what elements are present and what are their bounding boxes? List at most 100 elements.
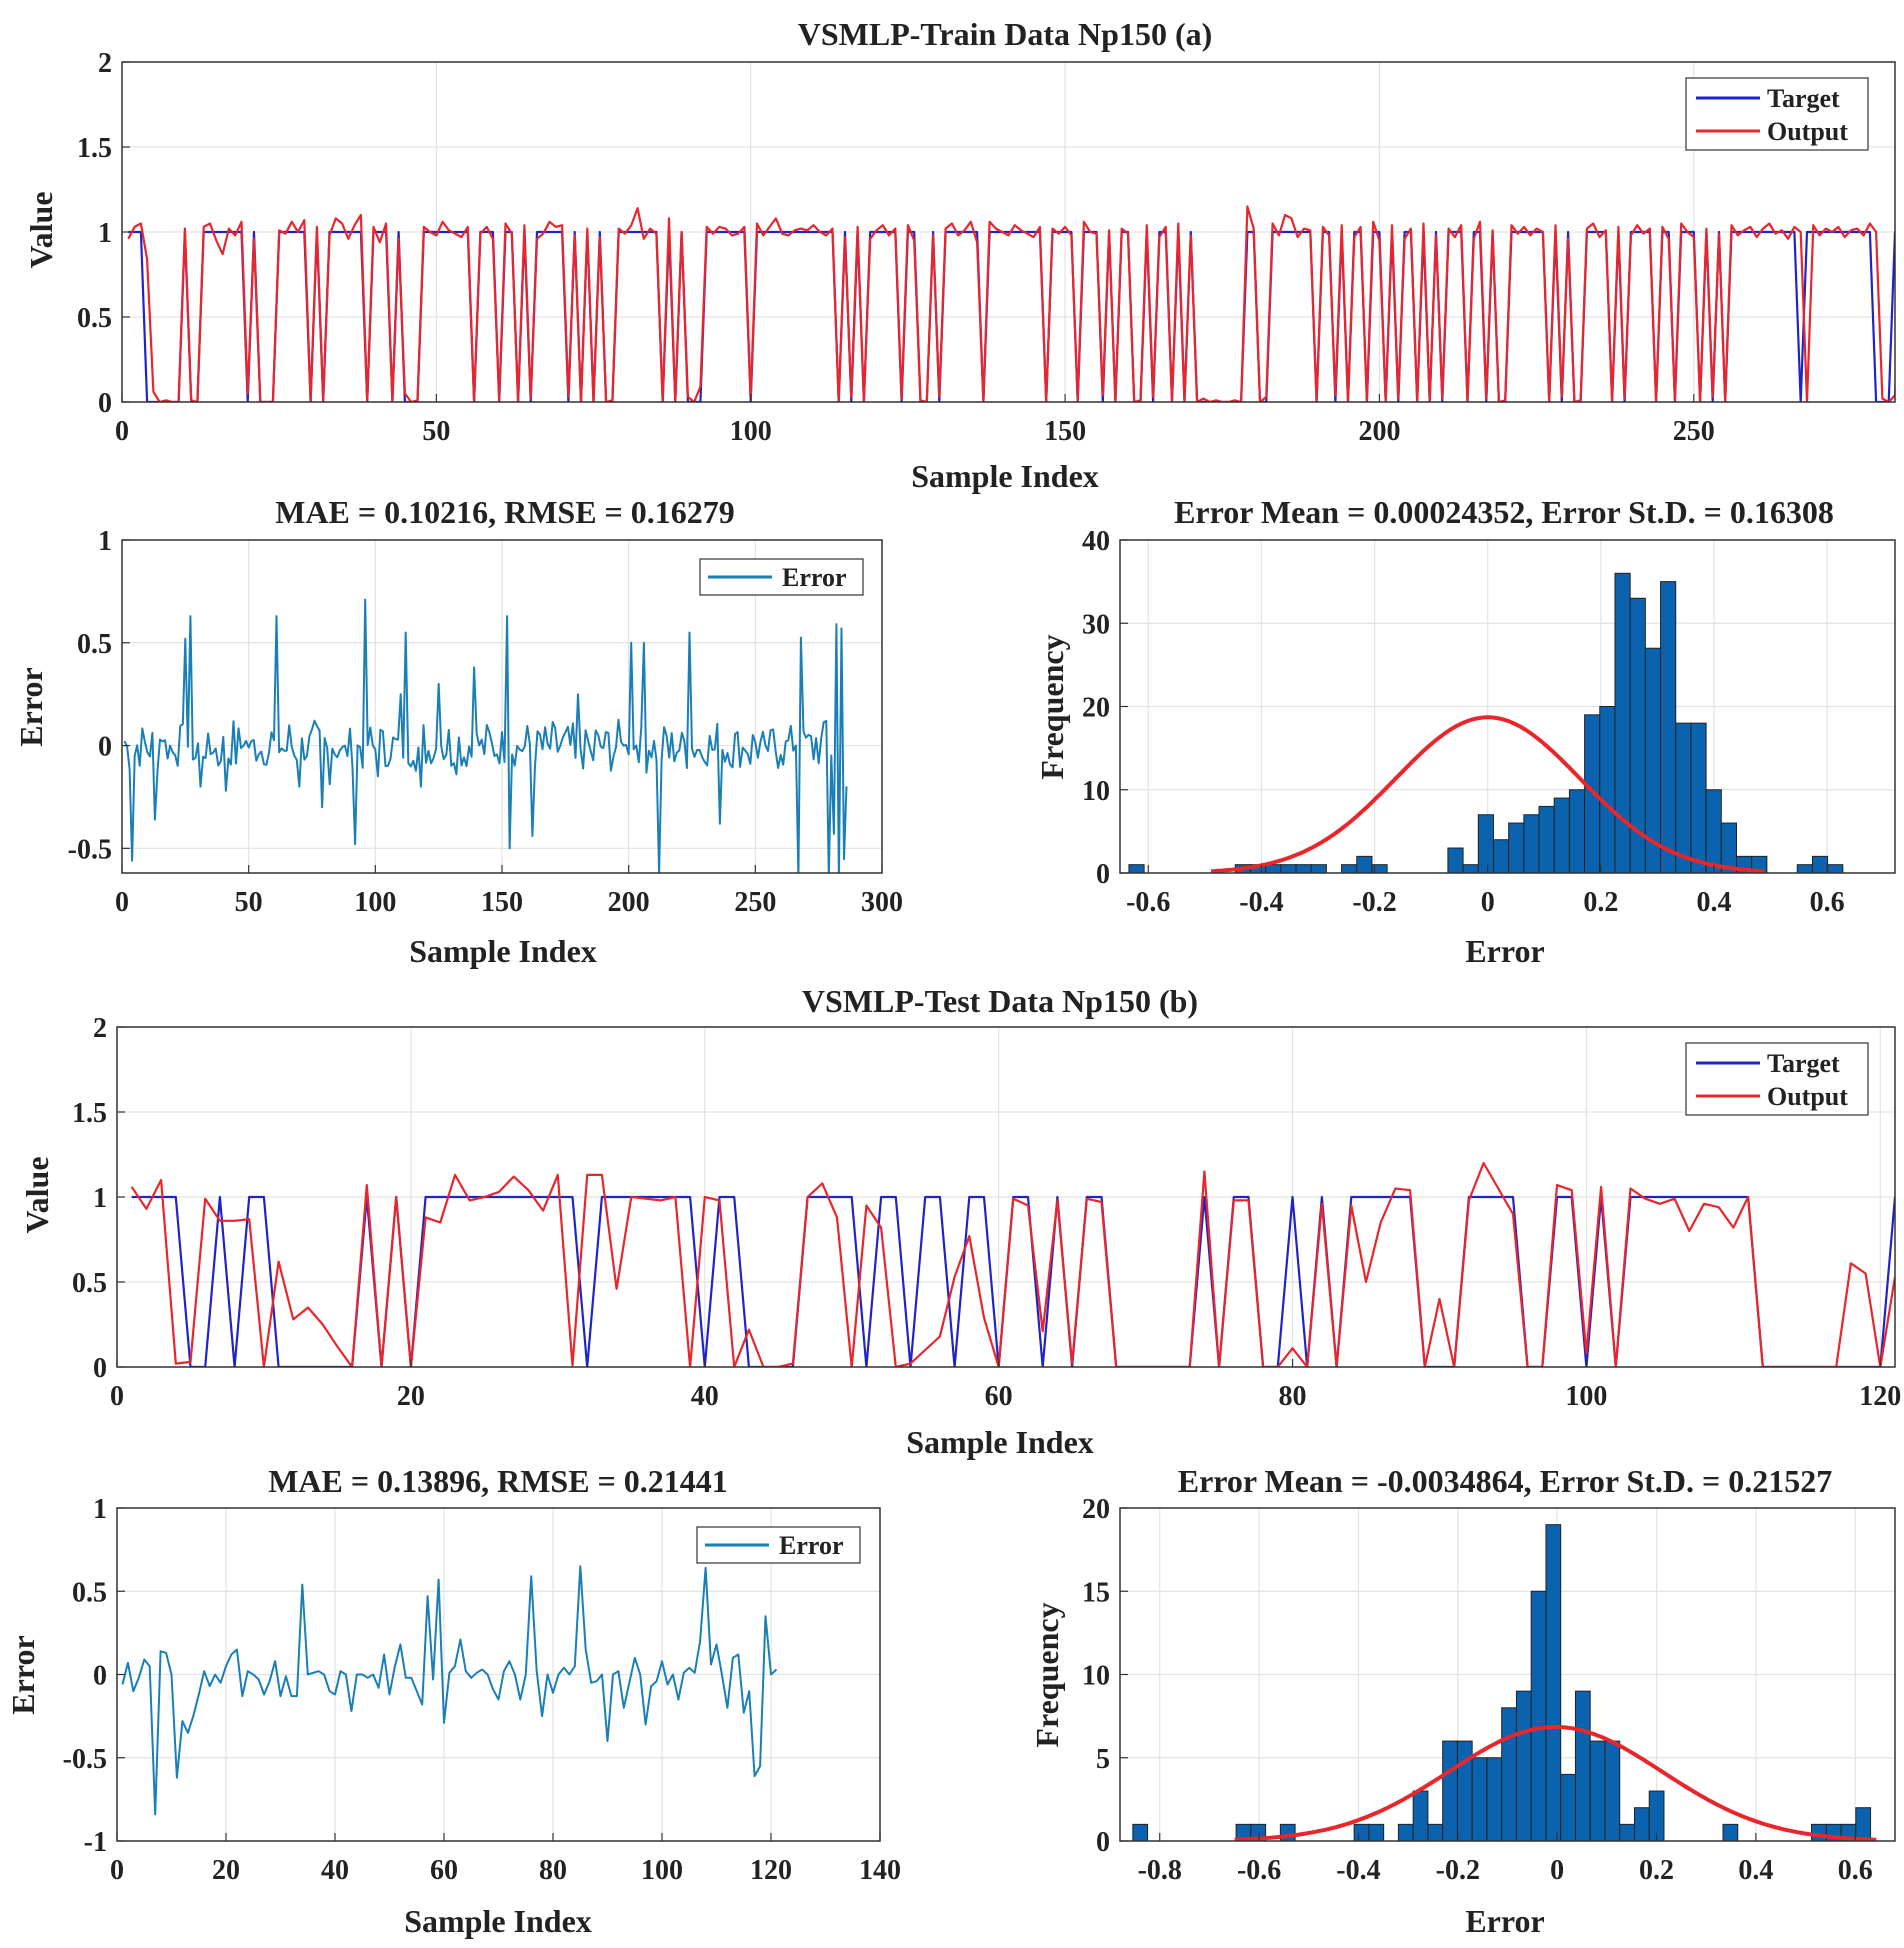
x-tick-label: 100: [730, 416, 772, 447]
y-tick-label: 0: [93, 1353, 107, 1384]
histogram-bar: [1589, 1740, 1606, 1841]
histogram-bar: [1412, 1790, 1429, 1841]
x-tick-label: 80: [539, 1855, 567, 1886]
x-tick-label: 100: [1565, 1381, 1607, 1412]
histogram-bar: [1545, 1524, 1562, 1841]
y-tick-label: 15: [1082, 1577, 1110, 1608]
histogram-bar: [1447, 847, 1464, 873]
y-tick-label: -0.5: [63, 1744, 107, 1775]
x-tick-label: 0.6: [1838, 1855, 1873, 1886]
histogram-bar: [1471, 1757, 1488, 1841]
train-hist-panel: Error Mean = 0.00024352, Error St.D. = 0…: [1034, 494, 1896, 969]
test-series-legend: Target Output: [1685, 1042, 1869, 1116]
target-legend-label: Target: [1767, 1049, 1840, 1078]
histogram-bar: [1280, 864, 1297, 873]
test-hist-panel: Error Mean = -0.0034864, Error St.D. = 0…: [1029, 1463, 1896, 1939]
y-tick-label: 0.5: [77, 303, 112, 334]
histogram-bar: [1553, 797, 1570, 873]
test-error-line: [121, 1565, 778, 1816]
x-tick-label: -0.8: [1138, 1855, 1182, 1886]
train-error-legend: Error: [699, 558, 864, 596]
y-tick-label: 30: [1082, 609, 1110, 640]
histogram-bar: [1827, 864, 1844, 873]
error-legend-label: Error: [782, 563, 847, 592]
y-tick-label: -0.5: [68, 834, 112, 865]
test-error-title: MAE = 0.13896, RMSE = 0.21441: [268, 1463, 728, 1499]
y-tick-label: 10: [1082, 776, 1110, 807]
x-tick-label: 0.2: [1639, 1855, 1674, 1886]
y-tick-label: 10: [1082, 1661, 1110, 1692]
histogram-bar: [1811, 1823, 1827, 1841]
test-hist-title: Error Mean = -0.0034864, Error St.D. = 0…: [1178, 1463, 1832, 1499]
test-hist-xlabel: Error: [1465, 1903, 1544, 1939]
histogram-bar: [1568, 789, 1586, 873]
histogram-bar: [1633, 1807, 1650, 1841]
test-series-panel: VSMLP-Test Data Np150 (b) 0 20 40 60 80 100 12…: [19, 983, 1901, 1460]
histogram-bar: [1648, 1790, 1665, 1841]
test-series-legend-box: [1685, 1042, 1869, 1116]
histogram-bar: [1486, 1757, 1503, 1841]
histogram-bar: [1574, 1690, 1591, 1841]
histogram-bar: [1356, 855, 1373, 873]
x-tick-label: 40: [321, 1855, 349, 1886]
x-tick-label: -0.4: [1336, 1855, 1380, 1886]
x-tick-label: 40: [691, 1381, 719, 1412]
x-tick-label: 0: [115, 887, 129, 918]
train-series-ylabel: Value: [23, 191, 59, 268]
histogram-bar: [1128, 864, 1145, 873]
x-tick-label: 60: [985, 1381, 1013, 1412]
histogram-bar: [1811, 855, 1829, 873]
x-tick-label: 0.2: [1583, 887, 1618, 918]
train-series-xlabel: Sample Index: [911, 458, 1099, 494]
histogram-bar: [1619, 1823, 1635, 1841]
histogram-bar: [1295, 864, 1312, 873]
histogram-bar: [1614, 572, 1631, 873]
x-tick-label: 300: [861, 887, 903, 918]
test-series-ylabel: Value: [19, 1156, 55, 1233]
histogram-bar: [1560, 1773, 1576, 1841]
x-tick-label: 60: [430, 1855, 458, 1886]
histogram-bar: [1341, 864, 1358, 873]
x-tick-label: 20: [212, 1855, 240, 1886]
x-tick-label: 80: [1279, 1381, 1307, 1412]
y-tick-label: 20: [1082, 693, 1110, 724]
normal-fit-curve: [1234, 1724, 1877, 1841]
train-error-axes-box: [121, 539, 883, 874]
x-tick-label: 120: [750, 1855, 792, 1886]
x-tick-label: 20: [397, 1381, 425, 1412]
y-tick-label: 0.5: [72, 1577, 107, 1608]
test-error-xlabel: Sample Index: [404, 1903, 592, 1939]
x-tick-label: 50: [235, 887, 263, 918]
x-tick-label: 250: [734, 887, 776, 918]
histogram-bar: [1508, 822, 1525, 873]
test-series-axes-box: [116, 1026, 1896, 1368]
train-error-xlabel: Sample Index: [409, 933, 597, 969]
histogram-bar: [1368, 1823, 1385, 1841]
output-line: [130, 1161, 1895, 1367]
histogram-bar: [1515, 1690, 1532, 1841]
train-series-legend: Target Output: [1685, 77, 1869, 151]
histogram-bar: [1397, 1823, 1414, 1841]
y-tick-label: 40: [1082, 526, 1110, 557]
test-series-xlabel: Sample Index: [906, 1424, 1094, 1460]
train-error-panel: MAE = 0.10216, RMSE = 0.16279 0 50 100 150 2…: [13, 494, 903, 969]
train-series-panel: VSMLP-Train Data Np150 (a) 0 50 100 150 200 2…: [23, 16, 1896, 494]
x-tick-label: 140: [859, 1855, 901, 1886]
x-tick-label: -0.6: [1237, 1855, 1281, 1886]
histogram-bar: [1427, 1823, 1444, 1841]
histogram-bar: [1660, 581, 1677, 873]
histogram-bar: [1501, 1707, 1517, 1841]
y-tick-label: 5: [1096, 1744, 1110, 1775]
y-tick-label: 2: [93, 1013, 107, 1044]
histogram-bar: [1855, 1807, 1872, 1841]
train-error-title: MAE = 0.10216, RMSE = 0.16279: [275, 494, 735, 530]
target-legend-label: Target: [1767, 84, 1840, 113]
y-tick-label: 1: [98, 526, 112, 557]
y-tick-label: 1: [93, 1494, 107, 1525]
x-tick-label: 100: [641, 1855, 683, 1886]
y-tick-label: 20: [1082, 1494, 1110, 1525]
x-tick-label: -0.4: [1239, 887, 1283, 918]
x-tick-label: 0: [1481, 887, 1495, 918]
x-tick-label: 0.4: [1738, 1855, 1773, 1886]
